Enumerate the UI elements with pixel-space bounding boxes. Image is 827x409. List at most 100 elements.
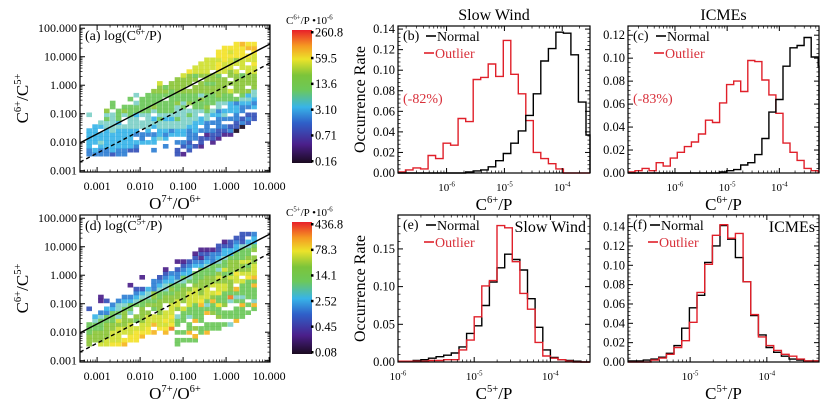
heatmap-cell (139, 306, 145, 312)
heatmap-cell (186, 108, 193, 114)
histogram-series-outlier (628, 59, 820, 173)
heatmap-cell (215, 116, 222, 122)
heatmap-cell (98, 326, 104, 331)
heatmap-cell (245, 65, 251, 70)
x-tick-label: 1.000 (213, 369, 240, 383)
heatmap-cell (98, 318, 104, 323)
heatmap-cell (104, 147, 110, 153)
heatmap-cell (233, 53, 240, 59)
heatmap-cell (186, 81, 193, 86)
heatmap-cell (151, 318, 157, 323)
heatmap-cell (174, 100, 181, 106)
heatmap-cell (204, 271, 210, 276)
panel-title: (a) log(C6+​/P) (85, 26, 162, 44)
heatmap-cell (239, 298, 246, 304)
heatmap-cell (174, 140, 181, 145)
heatmap-cell (92, 128, 98, 133)
heatmap-cell (215, 263, 222, 268)
x-tick-label: 10-4​ (554, 182, 571, 194)
heatmap-cell (98, 136, 104, 141)
heatmap-cell (198, 306, 204, 312)
heatmap-cell (133, 318, 140, 323)
heatmap-cell (127, 120, 134, 125)
heatmap-cell (204, 255, 210, 260)
heatmap-cell (174, 337, 181, 343)
heatmap-cell (198, 298, 204, 304)
heatmap-cell (139, 104, 145, 110)
heatmap-cell (121, 341, 128, 347)
heatmap-cell (227, 53, 234, 59)
heatmap-cell (180, 278, 187, 284)
colorbar: 436.8 78.3 14.1 2.52 0.45 0.08 C5+​/P •10-6​ (286, 207, 343, 360)
heatmap-cell (86, 147, 92, 153)
heatmap-cell (139, 132, 145, 137)
heatmap-cell (104, 144, 110, 149)
heatmap-cell (227, 92, 234, 98)
heatmap-cell (251, 286, 257, 292)
heatmap-cell (227, 124, 234, 129)
heatmap-cell (174, 124, 181, 129)
heatmap-cell (245, 267, 251, 272)
heatmap-cell (233, 108, 240, 114)
heatmap-cell (151, 108, 157, 114)
heatmap-cell (186, 112, 193, 118)
x-tick-label: 10-4​ (542, 371, 559, 383)
heatmap-cell (221, 298, 228, 304)
heatmap-cell (239, 57, 246, 63)
y-tick-label: 0.100 (50, 297, 77, 311)
heatmap-cell (233, 314, 240, 319)
heatmap-cell (174, 108, 181, 114)
heatmap-cell (133, 108, 140, 114)
x-axis-label: C5+​/P (705, 384, 742, 403)
x-tick-label: 0.001 (84, 179, 111, 193)
heatmap-cell (210, 290, 216, 296)
heatmap-cell (239, 247, 246, 253)
heatmap-cell (174, 271, 181, 276)
heatmap-cell (162, 85, 169, 90)
heatmap-cell (109, 334, 116, 339)
heatmap-cell (121, 132, 128, 137)
heatmap-cell (192, 278, 198, 284)
heatmap-cell (180, 271, 187, 276)
heatmap-cell (251, 81, 257, 86)
heatmap-cell (115, 302, 122, 308)
heatmap-cell (168, 96, 175, 102)
heatmap-cell (210, 108, 216, 114)
heatmap-cell (192, 259, 198, 264)
heatmap-cell (104, 306, 110, 312)
heatmap-cell (239, 108, 246, 114)
heatmap-cell (186, 267, 193, 272)
heatmap-cell (133, 286, 140, 292)
heatmap-cell (162, 294, 169, 300)
x-tick-label: 10-5​ (466, 371, 483, 383)
heatmap-cell (151, 88, 157, 94)
heatmap-cell (168, 310, 175, 315)
heatmap-cell (221, 282, 228, 288)
heatmap-cell (204, 286, 210, 292)
heatmap-cell (180, 112, 187, 118)
heatmap-cell (215, 310, 222, 315)
heatmap-cell (115, 334, 122, 339)
heatmap-cell (127, 147, 134, 153)
panel-label: (c) (633, 29, 649, 44)
heatmap-cell (127, 132, 134, 137)
heatmap-cell (174, 116, 181, 122)
heatmap-cell (162, 124, 169, 129)
heatmap-cell (127, 294, 134, 300)
heatmap-cell (221, 100, 228, 106)
heatmap-cell (145, 298, 151, 304)
y-tick-label: 0.001 (50, 354, 77, 368)
heatmap-cell (198, 310, 204, 315)
heatmap-cell (215, 255, 222, 260)
heatmap-cell (245, 302, 251, 308)
plot-frame (627, 214, 820, 363)
heatmap-cell (221, 322, 228, 327)
heatmap-cell (186, 73, 193, 78)
x-tick-label: 10.000 (253, 369, 286, 383)
y-axis-label: Occurrence Rate (352, 46, 369, 153)
heatmap-cell (233, 77, 240, 82)
heatmap-cell (180, 73, 187, 78)
heatmap-cell (210, 100, 216, 106)
heatmap-cell (121, 330, 128, 335)
heatmap-cell (221, 314, 228, 319)
